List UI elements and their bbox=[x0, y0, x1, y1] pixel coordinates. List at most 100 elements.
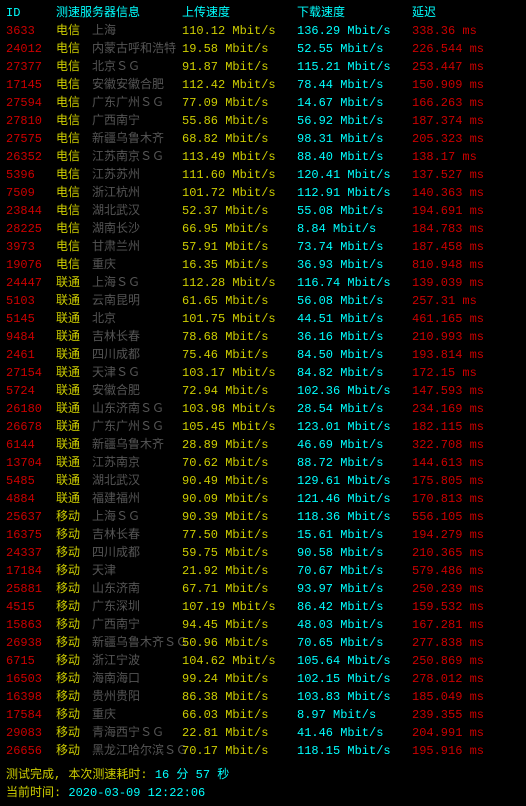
cell-upload: 28.89 Mbit/s bbox=[182, 436, 297, 454]
footer-duration-value: 16 分 57 秒 bbox=[155, 768, 229, 782]
cell-isp: 电信 bbox=[56, 58, 92, 76]
cell-download: 88.72 Mbit/s bbox=[297, 454, 412, 472]
cell-latency: 579.486 ms bbox=[412, 562, 520, 580]
cell-upload: 70.62 Mbit/s bbox=[182, 454, 297, 472]
cell-isp: 电信 bbox=[56, 166, 92, 184]
cell-download: 44.51 Mbit/s bbox=[297, 310, 412, 328]
cell-download: 84.82 Mbit/s bbox=[297, 364, 412, 382]
table-row: 15863移动广西南宁94.45 Mbit/s48.03 Mbit/s167.2… bbox=[6, 616, 520, 634]
cell-location: 新疆乌鲁木齐 bbox=[92, 436, 182, 454]
cell-download: 56.92 Mbit/s bbox=[297, 112, 412, 130]
header-latency: 延迟 bbox=[412, 4, 520, 22]
cell-latency: 175.805 ms bbox=[412, 472, 520, 490]
cell-download: 46.69 Mbit/s bbox=[297, 436, 412, 454]
table-row: 13704联通江苏南京70.62 Mbit/s88.72 Mbit/s144.6… bbox=[6, 454, 520, 472]
cell-isp: 电信 bbox=[56, 202, 92, 220]
cell-upload: 19.58 Mbit/s bbox=[182, 40, 297, 58]
cell-latency: 278.012 ms bbox=[412, 670, 520, 688]
cell-download: 78.44 Mbit/s bbox=[297, 76, 412, 94]
cell-location: 湖南长沙 bbox=[92, 220, 182, 238]
cell-isp: 移动 bbox=[56, 544, 92, 562]
cell-latency: 144.613 ms bbox=[412, 454, 520, 472]
cell-upload: 16.35 Mbit/s bbox=[182, 256, 297, 274]
cell-latency: 322.708 ms bbox=[412, 436, 520, 454]
cell-isp: 电信 bbox=[56, 238, 92, 256]
cell-latency: 182.115 ms bbox=[412, 418, 520, 436]
cell-download: 8.97 Mbit/s bbox=[297, 706, 412, 724]
cell-download: 102.15 Mbit/s bbox=[297, 670, 412, 688]
cell-id: 17184 bbox=[6, 562, 56, 580]
cell-download: 98.31 Mbit/s bbox=[297, 130, 412, 148]
cell-upload: 75.46 Mbit/s bbox=[182, 346, 297, 364]
cell-upload: 101.75 Mbit/s bbox=[182, 310, 297, 328]
cell-location: 广西南宁 bbox=[92, 112, 182, 130]
cell-location: 青海西宁ＳＧ bbox=[92, 724, 182, 742]
table-header: ID 测速服务器信息 上传速度 下载速度 延迟 bbox=[6, 4, 520, 22]
cell-upload: 66.03 Mbit/s bbox=[182, 706, 297, 724]
cell-isp: 移动 bbox=[56, 634, 92, 652]
cell-location: 安徽安徽合肥 bbox=[92, 76, 182, 94]
table-row: 23844电信湖北武汉52.37 Mbit/s55.08 Mbit/s194.6… bbox=[6, 202, 520, 220]
cell-latency: 250.239 ms bbox=[412, 580, 520, 598]
cell-location: 天津ＳＧ bbox=[92, 364, 182, 382]
cell-latency: 239.355 ms bbox=[412, 706, 520, 724]
cell-upload: 101.72 Mbit/s bbox=[182, 184, 297, 202]
table-row: 17184移动天津21.92 Mbit/s70.67 Mbit/s579.486… bbox=[6, 562, 520, 580]
cell-latency: 167.281 ms bbox=[412, 616, 520, 634]
cell-download: 15.61 Mbit/s bbox=[297, 526, 412, 544]
cell-download: 112.91 Mbit/s bbox=[297, 184, 412, 202]
cell-id: 5103 bbox=[6, 292, 56, 310]
cell-id: 15863 bbox=[6, 616, 56, 634]
cell-download: 8.84 Mbit/s bbox=[297, 220, 412, 238]
cell-download: 88.40 Mbit/s bbox=[297, 148, 412, 166]
cell-id: 2461 bbox=[6, 346, 56, 364]
cell-id: 24447 bbox=[6, 274, 56, 292]
cell-isp: 联通 bbox=[56, 274, 92, 292]
table-row: 26938移动新疆乌鲁木齐ＳＧ50.96 Mbit/s70.65 Mbit/s2… bbox=[6, 634, 520, 652]
cell-upload: 52.37 Mbit/s bbox=[182, 202, 297, 220]
cell-location: 甘肃兰州 bbox=[92, 238, 182, 256]
cell-upload: 105.45 Mbit/s bbox=[182, 418, 297, 436]
cell-location: 黑龙江哈尔滨ＳＧ bbox=[92, 742, 182, 760]
cell-download: 116.74 Mbit/s bbox=[297, 274, 412, 292]
cell-latency: 250.869 ms bbox=[412, 652, 520, 670]
cell-upload: 59.75 Mbit/s bbox=[182, 544, 297, 562]
cell-id: 26656 bbox=[6, 742, 56, 760]
cell-upload: 94.45 Mbit/s bbox=[182, 616, 297, 634]
cell-download: 115.21 Mbit/s bbox=[297, 58, 412, 76]
table-row: 27575电信新疆乌鲁木齐68.82 Mbit/s98.31 Mbit/s205… bbox=[6, 130, 520, 148]
cell-download: 121.46 Mbit/s bbox=[297, 490, 412, 508]
table-row: 5724联通安徽合肥72.94 Mbit/s102.36 Mbit/s147.5… bbox=[6, 382, 520, 400]
cell-location: 天津 bbox=[92, 562, 182, 580]
footer-time-label: 当前时间: bbox=[6, 786, 61, 800]
cell-location: 云南昆明 bbox=[92, 292, 182, 310]
cell-upload: 78.68 Mbit/s bbox=[182, 328, 297, 346]
cell-isp: 移动 bbox=[56, 598, 92, 616]
table-row: 4515移动广东深圳107.19 Mbit/s86.42 Mbit/s159.5… bbox=[6, 598, 520, 616]
cell-upload: 91.87 Mbit/s bbox=[182, 58, 297, 76]
cell-upload: 72.94 Mbit/s bbox=[182, 382, 297, 400]
cell-isp: 电信 bbox=[56, 256, 92, 274]
table-row: 28225电信湖南长沙66.95 Mbit/s8.84 Mbit/s184.78… bbox=[6, 220, 520, 238]
cell-location: 吉林长春 bbox=[92, 328, 182, 346]
cell-download: 120.41 Mbit/s bbox=[297, 166, 412, 184]
cell-download: 48.03 Mbit/s bbox=[297, 616, 412, 634]
cell-id: 27594 bbox=[6, 94, 56, 112]
cell-latency: 172.15 ms bbox=[412, 364, 520, 382]
table-row: 27810电信广西南宁55.86 Mbit/s56.92 Mbit/s187.3… bbox=[6, 112, 520, 130]
cell-latency: 204.991 ms bbox=[412, 724, 520, 742]
cell-id: 3633 bbox=[6, 22, 56, 40]
cell-location: 江苏苏州 bbox=[92, 166, 182, 184]
table-row: 4884联通福建福州90.09 Mbit/s121.46 Mbit/s170.8… bbox=[6, 490, 520, 508]
cell-isp: 联通 bbox=[56, 454, 92, 472]
table-row: 5485联通湖北武汉90.49 Mbit/s129.61 Mbit/s175.8… bbox=[6, 472, 520, 490]
table-row: 24012电信内蒙古呼和浩特19.58 Mbit/s52.55 Mbit/s22… bbox=[6, 40, 520, 58]
cell-upload: 90.09 Mbit/s bbox=[182, 490, 297, 508]
cell-isp: 联通 bbox=[56, 472, 92, 490]
cell-location: 福建福州 bbox=[92, 490, 182, 508]
cell-id: 4515 bbox=[6, 598, 56, 616]
table-row: 16375移动吉林长春77.50 Mbit/s15.61 Mbit/s194.2… bbox=[6, 526, 520, 544]
cell-isp: 联通 bbox=[56, 400, 92, 418]
cell-latency: 226.544 ms bbox=[412, 40, 520, 58]
cell-latency: 187.374 ms bbox=[412, 112, 520, 130]
